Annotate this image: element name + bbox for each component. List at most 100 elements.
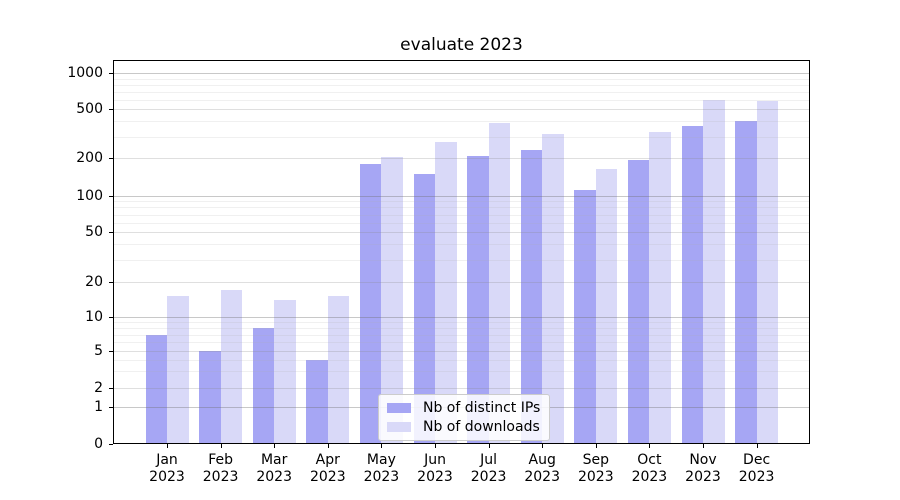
x-tick-apr-2023 [327,444,329,448]
x-tick-label-oct-2023: Oct 2023 [609,452,689,486]
y-tick-label-100: 100 [76,187,103,204]
x-tick-aug-2023 [542,444,544,448]
minor-gridline-y-700 [113,91,810,93]
x-tick-label-feb-2023: Feb 2023 [181,452,261,486]
x-tick-label-aug-2023: Aug 2023 [502,452,582,486]
x-tick-may-2023 [381,444,383,448]
bar-nb-of-downloads-oct-2023 [649,131,671,444]
bar-nb-of-downloads-jul-2023 [488,123,511,444]
y-tick-label-50: 50 [85,224,103,241]
x-tick-month-may-2023: May [366,452,396,468]
legend-label-distinct-ips: Nb of distinct IPs [423,399,541,416]
x-tick-label-jul-2023: Jul 2023 [449,452,529,486]
legend-label-downloads: Nb of downloads [423,418,540,435]
x-tick-label-apr-2023: Apr 2023 [288,452,368,486]
x-tick-month-dec-2023: Dec [743,452,771,468]
legend: Nb of distinct IPs Nb of downloads [378,394,551,441]
bar-nb-of-distinct-ips-sep-2023 [574,189,596,444]
x-tick-year-jan-2023: 2023 [149,469,185,485]
x-tick-year-jun-2023: 2023 [417,469,453,485]
bar-nb-of-distinct-ips-dec-2023 [735,120,757,444]
y-tick-label-20: 20 [85,273,103,290]
x-tick-month-apr-2023: Apr [315,452,340,468]
y-tick-label-500: 500 [76,101,103,118]
bar-nb-of-distinct-ips-aug-2023 [520,149,543,444]
bar-nb-of-downloads-feb-2023 [220,289,243,444]
y-tick-10 [109,317,113,319]
x-tick-label-nov-2023: Nov 2023 [663,452,743,486]
y-tick-label-10: 10 [85,309,103,326]
y-tick-100 [109,195,113,197]
y-tick-0 [109,444,113,445]
x-tick-jun-2023 [435,444,436,448]
bar-nb-of-distinct-ips-nov-2023 [681,126,703,444]
y-tick-1 [109,407,113,408]
bar-nb-of-distinct-ips-feb-2023 [199,351,221,444]
x-tick-label-mar-2023: Mar 2023 [234,452,314,486]
x-tick-year-feb-2023: 2023 [202,469,239,485]
x-tick-label-sep-2023: Sep 2023 [556,452,636,486]
x-tick-year-jul-2023: 2023 [470,469,507,485]
x-tick-month-aug-2023: Aug [528,452,556,468]
y-tick-label-2: 2 [94,379,103,396]
gridline-y-1000 [113,73,810,75]
x-tick-label-jan-2023: Jan 2023 [127,452,207,486]
y-tick-label-0: 0 [94,436,103,452]
x-tick-label-dec-2023: Dec 2023 [717,452,797,486]
minor-gridline-y-900 [113,78,810,80]
bar-nb-of-downloads-apr-2023 [327,296,350,444]
x-tick-year-mar-2023: 2023 [256,469,292,485]
x-tick-month-nov-2023: Nov [689,452,717,468]
x-tick-nov-2023 [703,444,704,448]
bar-nb-of-downloads-dec-2023 [756,101,779,444]
x-tick-month-jun-2023: Jun [424,452,446,468]
legend-item-distinct-ips: Nb of distinct IPs [387,398,540,417]
x-tick-jan-2023 [167,444,168,448]
bar-nb-of-distinct-ips-jan-2023 [145,334,167,444]
y-tick-200 [109,158,113,160]
x-tick-jul-2023 [488,444,490,448]
y-tick-2 [109,387,113,389]
legend-item-downloads: Nb of downloads [387,417,540,436]
y-tick-label-1000: 1000 [67,65,103,82]
x-tick-month-feb-2023: Feb [208,452,233,468]
plot-area [113,60,810,444]
bar-nb-of-downloads-nov-2023 [703,99,725,444]
minor-gridline-y-800 [113,84,810,86]
y-tick-label-5: 5 [94,343,103,359]
bar-nb-of-downloads-aug-2023 [542,134,564,444]
y-tick-1000 [109,73,113,75]
y-tick-label-1: 1 [94,399,103,415]
bar-nb-of-downloads-jun-2023 [435,142,457,444]
bar-nb-of-distinct-ips-jul-2023 [467,155,489,444]
x-tick-month-jul-2023: Jul [480,452,498,468]
bar-nb-of-distinct-ips-apr-2023 [306,359,328,444]
bar-nb-of-downloads-sep-2023 [595,169,618,444]
chart-title: evaluate 2023 [400,35,523,55]
legend-swatch-distinct-ips [387,402,411,413]
x-tick-oct-2023 [649,444,651,448]
x-tick-mar-2023 [274,444,276,448]
x-tick-year-may-2023: 2023 [363,469,400,485]
legend-swatch-downloads [387,421,411,432]
x-tick-dec-2023 [756,444,758,448]
x-tick-year-aug-2023: 2023 [524,469,560,485]
y-tick-20 [109,281,113,283]
y-tick-50 [109,232,113,234]
bar-nb-of-downloads-jan-2023 [167,296,189,444]
x-tick-year-oct-2023: 2023 [631,469,668,485]
x-tick-month-oct-2023: Oct [637,452,662,468]
x-tick-label-jun-2023: Jun 2023 [395,452,475,486]
bar-nb-of-distinct-ips-jun-2023 [413,173,435,444]
x-tick-year-apr-2023: 2023 [309,469,346,485]
x-tick-feb-2023 [220,444,222,448]
y-tick-5 [109,351,113,352]
x-tick-month-jan-2023: Jan [156,452,178,468]
x-tick-month-sep-2023: Sep [582,452,609,468]
x-tick-sep-2023 [595,444,597,448]
x-tick-month-mar-2023: Mar [260,452,288,468]
x-tick-label-may-2023: May 2023 [341,452,421,486]
bar-nb-of-distinct-ips-mar-2023 [252,328,275,444]
bar-nb-of-downloads-may-2023 [381,156,403,444]
